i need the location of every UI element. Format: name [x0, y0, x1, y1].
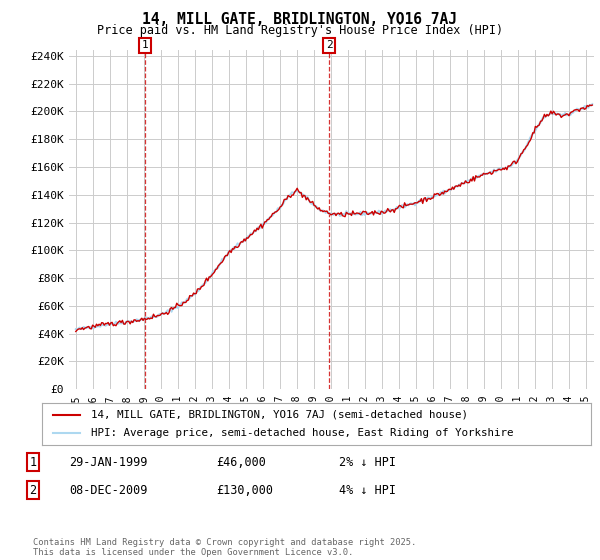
Text: £130,000: £130,000	[216, 483, 273, 497]
Text: Price paid vs. HM Land Registry's House Price Index (HPI): Price paid vs. HM Land Registry's House …	[97, 24, 503, 37]
Text: £46,000: £46,000	[216, 455, 266, 469]
Text: 14, MILL GATE, BRIDLINGTON, YO16 7AJ (semi-detached house): 14, MILL GATE, BRIDLINGTON, YO16 7AJ (se…	[91, 410, 469, 420]
Text: 1: 1	[29, 455, 37, 469]
Text: HPI: Average price, semi-detached house, East Riding of Yorkshire: HPI: Average price, semi-detached house,…	[91, 428, 514, 438]
Text: 4% ↓ HPI: 4% ↓ HPI	[339, 483, 396, 497]
Text: 1: 1	[142, 40, 148, 50]
Text: 29-JAN-1999: 29-JAN-1999	[69, 455, 148, 469]
Text: Contains HM Land Registry data © Crown copyright and database right 2025.
This d: Contains HM Land Registry data © Crown c…	[33, 538, 416, 557]
Text: 2: 2	[326, 40, 332, 50]
Text: 2: 2	[29, 483, 37, 497]
Text: 14, MILL GATE, BRIDLINGTON, YO16 7AJ: 14, MILL GATE, BRIDLINGTON, YO16 7AJ	[143, 12, 458, 27]
Text: 2% ↓ HPI: 2% ↓ HPI	[339, 455, 396, 469]
Text: 08-DEC-2009: 08-DEC-2009	[69, 483, 148, 497]
